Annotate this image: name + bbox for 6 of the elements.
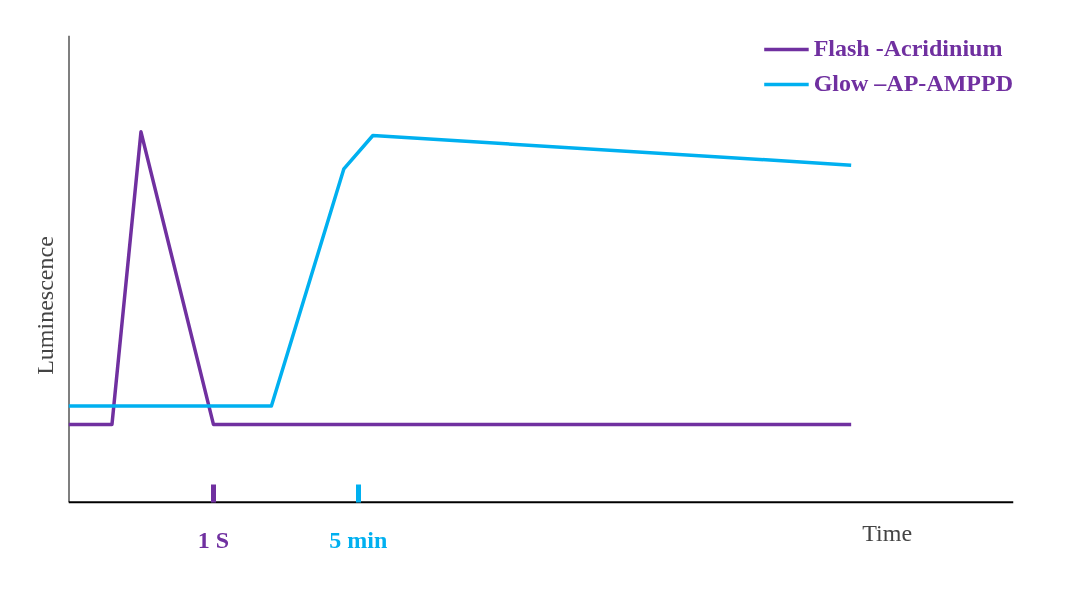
x-tick-label: 5 min [329, 526, 388, 553]
x-axis-title: Time [862, 519, 913, 546]
y-axis-title: Luminescence [31, 236, 58, 375]
legend-label: Glow –AP-AMPPD [813, 70, 1013, 97]
x-tick-label: 1 S [197, 526, 230, 553]
legend-label: Flash -Acridinium [813, 35, 1003, 62]
